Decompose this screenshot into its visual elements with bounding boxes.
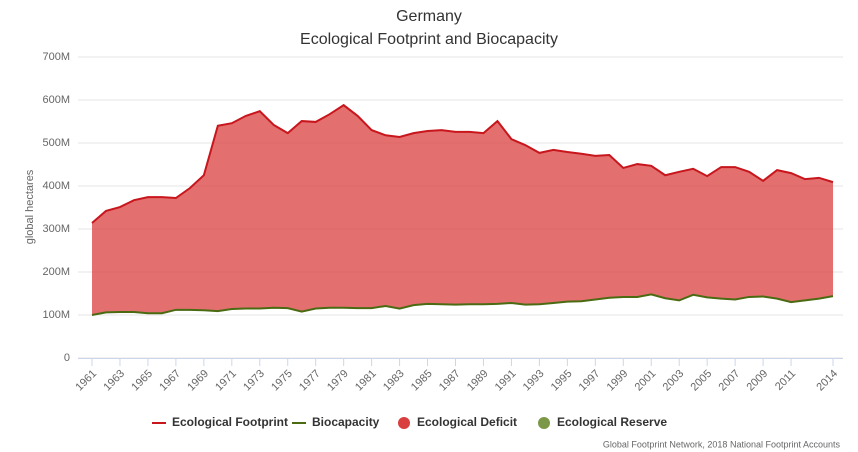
y-tick-label: 600M (42, 94, 70, 106)
x-tick-label: 1993 (521, 368, 547, 394)
y-axis-label: global hectares (24, 169, 36, 244)
x-tick-label: 1967 (157, 368, 183, 394)
x-tick-label: 2009 (744, 368, 770, 394)
x-tick-label: 1961 (73, 368, 99, 394)
x-tick-label: 2007 (717, 368, 743, 394)
x-tick-label: 1995 (549, 368, 575, 394)
x-tick-label: 1997 (577, 368, 603, 394)
x-tick-label: 1999 (605, 368, 631, 394)
y-tick-label: 100M (42, 309, 70, 321)
credits: Global Footprint Network, 2018 National … (603, 439, 841, 449)
x-tick-label: 1981 (353, 368, 379, 394)
series-line (91, 103, 834, 224)
x-tick-label: 1991 (493, 368, 519, 394)
x-tick-label: 1989 (465, 368, 491, 394)
x-tick-label: 1963 (101, 368, 127, 394)
x-tick-label: 2011 (773, 368, 798, 393)
x-tick-label: 1977 (297, 368, 323, 394)
legend-symbol (398, 417, 410, 429)
legend-symbol (538, 417, 550, 429)
legend-label: Ecological Deficit (417, 415, 517, 429)
x-tick-label: 2014 (814, 368, 840, 394)
x-tick-label: 1965 (129, 368, 155, 394)
legend-label: Biocapacity (312, 415, 380, 429)
chart-title: Germany (396, 8, 462, 25)
y-tick-label: 200M (42, 266, 70, 278)
legend-label: Ecological Footprint (172, 415, 288, 429)
x-tick-label: 2003 (661, 368, 687, 394)
x-tick-label: 1979 (325, 368, 351, 394)
y-tick-label: 400M (42, 180, 70, 192)
x-tick-label: 1985 (409, 368, 435, 394)
y-tick-label: 0 (64, 352, 70, 364)
x-tick-label: 1975 (269, 368, 295, 394)
series-line (91, 293, 834, 316)
x-tick-label: 1987 (437, 368, 463, 394)
y-tick-label: 700M (42, 51, 70, 63)
x-tick-label: 2005 (689, 368, 715, 394)
x-tick-label: 1983 (381, 368, 407, 394)
y-tick-label: 300M (42, 223, 70, 235)
legend-label: Ecological Reserve (557, 415, 667, 429)
x-tick-label: 1971 (213, 368, 239, 394)
x-tick-label: 2001 (633, 368, 659, 394)
chart-subtitle: Ecological Footprint and Biocapacity (300, 31, 558, 48)
deficit-area (92, 105, 833, 315)
x-tick-label: 1969 (185, 368, 211, 394)
x-tick-label: 1973 (241, 368, 267, 394)
y-tick-label: 500M (42, 137, 70, 149)
